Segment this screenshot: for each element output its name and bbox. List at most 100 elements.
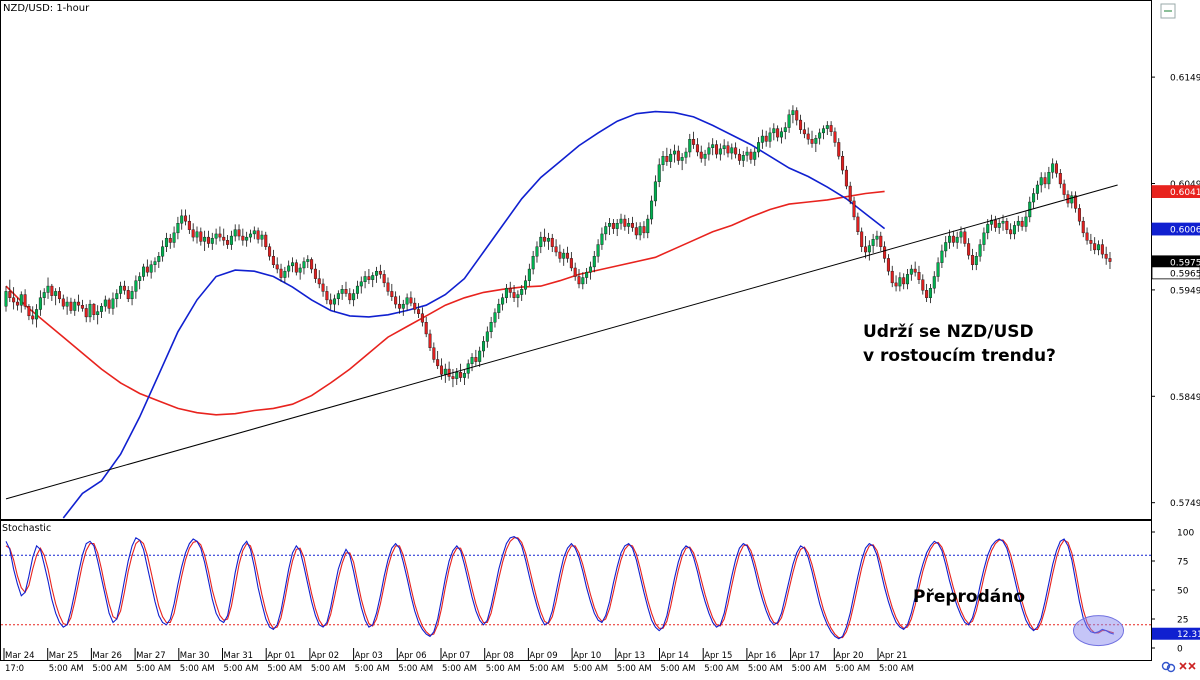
candle-body — [42, 292, 46, 298]
candle-body — [508, 287, 512, 293]
candle-body — [168, 237, 172, 243]
candle-body — [749, 151, 753, 160]
candle-body — [138, 276, 142, 281]
candle-body — [799, 119, 803, 130]
candle-body — [680, 157, 684, 161]
candle-body — [974, 256, 978, 265]
candle-body — [1070, 195, 1074, 204]
candle-body — [741, 155, 745, 161]
x-axis-date-label: Mar 24 — [5, 651, 35, 661]
price-label-box — [1151, 266, 1200, 280]
moving-average-line — [5, 190, 885, 416]
candle-body — [634, 227, 638, 236]
candle-body — [951, 235, 955, 243]
candle-body — [428, 333, 432, 348]
candle-body — [1051, 163, 1055, 173]
candle-body — [791, 110, 795, 115]
link-icon[interactable] — [1161, 661, 1176, 673]
candle-body — [92, 303, 96, 315]
candle-body — [69, 301, 73, 311]
candle-body — [206, 236, 210, 244]
candle-body — [283, 270, 287, 278]
candle-body — [902, 277, 906, 285]
candle-body — [524, 280, 528, 290]
candle-body — [134, 280, 138, 292]
candle-body — [336, 293, 340, 300]
candle-body — [1097, 244, 1101, 251]
candle-body — [57, 291, 61, 300]
candle-body — [1108, 258, 1112, 262]
price-label-text: 0.60066 — [1170, 226, 1200, 236]
layer-axis: 0.61494 0.60494 0.59494 0.58494 0.57494 100 75… — [3, 74, 1200, 674]
candle-body — [401, 303, 405, 309]
candle-body — [982, 232, 986, 245]
candle-body — [1005, 220, 1009, 230]
candle-body — [390, 291, 394, 297]
candle-body — [669, 153, 673, 162]
candle-body — [757, 142, 761, 153]
close-icon[interactable] — [1179, 662, 1196, 670]
candle-body — [482, 341, 486, 352]
candle-body — [615, 223, 619, 229]
candle-body — [122, 285, 126, 291]
candle-body — [527, 268, 531, 281]
candle-body — [142, 266, 146, 277]
oversold-highlight-circle — [1073, 615, 1125, 647]
candle-body — [15, 301, 19, 306]
candle-body — [1093, 243, 1097, 251]
candle-body — [592, 256, 596, 268]
candle-body — [638, 226, 642, 236]
candle-body — [187, 220, 191, 230]
candle-body — [436, 359, 440, 367]
candle-body — [596, 244, 600, 257]
candle-body — [692, 139, 696, 145]
candle-body — [88, 303, 92, 318]
x-axis-date-label: Apr 10 — [573, 651, 601, 661]
candle-body — [1100, 244, 1104, 255]
candle-body — [226, 240, 230, 245]
candle-body — [814, 137, 818, 144]
x-axis-date-label: Mar 25 — [49, 651, 79, 661]
candle-body — [772, 128, 776, 134]
candle-body — [1024, 216, 1028, 227]
candle-body — [963, 231, 967, 244]
x-axis-date-label: Apr 15 — [704, 651, 732, 661]
candle-body — [1035, 184, 1039, 194]
stochastic-value-label: 12.31 — [1177, 630, 1200, 640]
x-axis-date-label: Mar 30 — [180, 651, 210, 661]
candle-body — [80, 305, 84, 309]
candle-body — [493, 312, 497, 323]
candle-body — [497, 303, 501, 313]
candle-body — [986, 224, 990, 234]
candle-body — [84, 308, 88, 318]
candle-body — [1032, 193, 1036, 203]
candle-body — [550, 237, 554, 247]
candle-body — [646, 218, 650, 234]
candle-body — [31, 315, 35, 320]
candle-body — [451, 376, 455, 379]
candle-body — [1020, 220, 1024, 227]
candle-body — [371, 275, 375, 280]
candle-body — [1062, 183, 1066, 195]
candle-body — [38, 297, 42, 310]
candle-body — [955, 236, 959, 243]
candle-body — [768, 132, 772, 142]
candle-body — [145, 266, 149, 273]
candle-body — [566, 252, 570, 259]
candle-body — [871, 239, 875, 246]
candle-body — [417, 309, 421, 314]
candle-body — [504, 287, 508, 298]
candle-body — [917, 272, 921, 280]
candle-body — [673, 150, 677, 155]
stochastic-tick-label: 50 — [1177, 587, 1189, 597]
candle-body — [906, 274, 910, 285]
candle-body — [394, 296, 398, 305]
candle-body — [573, 267, 577, 277]
candle-body — [420, 313, 424, 323]
price-label-text: 0.60418 — [1170, 188, 1200, 198]
candle-body — [1001, 220, 1005, 224]
candle-body — [279, 268, 283, 278]
candle-body — [96, 311, 100, 315]
